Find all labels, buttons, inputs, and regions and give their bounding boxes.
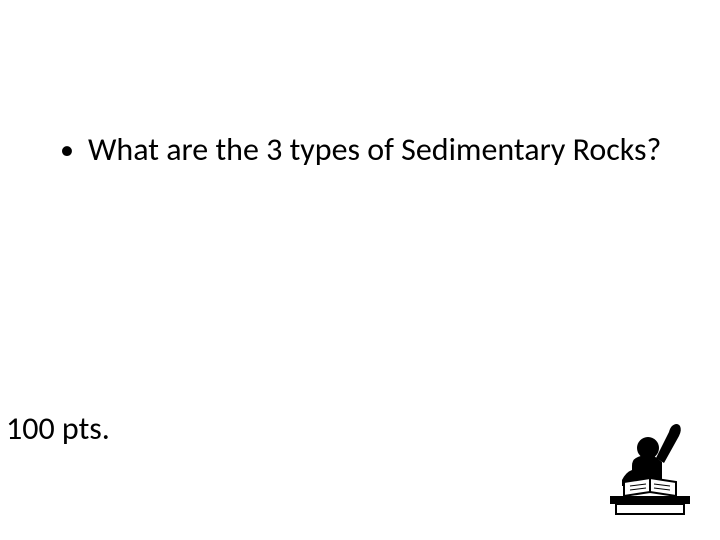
bullet-marker: • [60,130,74,170]
points-block: 100 pts. [6,409,110,448]
question-text: What are the 3 types of Sedimentary Rock… [88,130,661,170]
question-block: • What are the 3 types of Sedimentary Ro… [60,130,670,170]
points-text: 100 pts. [6,409,110,448]
slide: • What are the 3 types of Sedimentary Ro… [0,0,720,540]
student-raising-hand-icon [602,420,698,516]
bullet-item: • What are the 3 types of Sedimentary Ro… [60,130,670,170]
